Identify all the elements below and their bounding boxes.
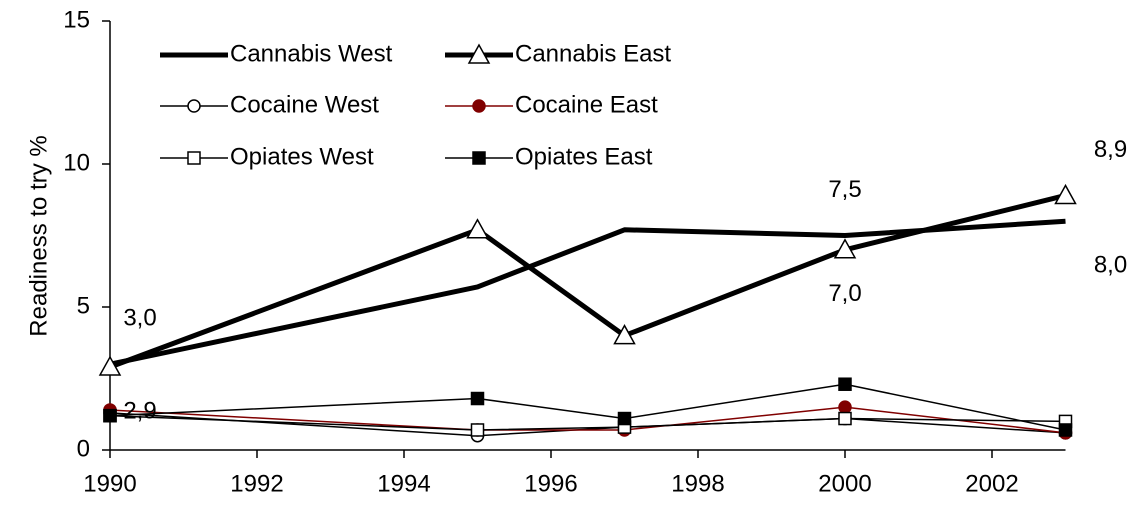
data-label: 2,9 [123,397,156,424]
legend-label: Cannabis East [515,40,671,67]
x-tick-label: 1996 [524,470,577,497]
legend-label: Cannabis West [230,40,393,67]
x-tick-label: 2002 [965,470,1018,497]
point [838,377,852,391]
legend-label: Cocaine East [515,91,658,118]
point [833,238,857,259]
data-label: 7,0 [828,280,861,307]
legend-marker [187,151,201,165]
point [617,411,632,426]
series-line [109,193,1067,370]
x-tick-label: 1992 [230,470,283,497]
point [1058,423,1073,437]
point [838,411,852,426]
data-label: 7,5 [828,176,861,203]
point [466,218,489,239]
point [613,324,636,345]
point [838,400,852,414]
data-label: 8,0 [1094,252,1127,279]
point [470,391,485,406]
legend-label: Opiates East [515,143,653,170]
point [470,423,485,437]
data-label: 3,0 [123,305,156,332]
y-tick-label: 10 [63,149,90,176]
legend-label: Cocaine West [230,91,379,118]
legend-marker [467,43,491,64]
legend-marker [187,99,201,113]
legend-marker [472,151,486,165]
legend-marker [472,99,486,113]
data-label: 8,9 [1094,136,1127,163]
series-line [109,218,1066,367]
point [103,408,117,423]
y-tick-label: 5 [77,292,90,319]
x-tick-label: 1998 [671,470,724,497]
x-tick-label: 2000 [818,470,871,497]
y-axis-label: Readiness to try % [25,135,52,336]
x-tick-label: 1990 [83,470,136,497]
legend-label: Opiates West [230,143,374,170]
y-tick-label: 15 [63,6,90,33]
x-tick-label: 1994 [377,470,430,497]
point [98,355,122,376]
point [1054,183,1077,205]
y-tick-label: 0 [77,435,90,462]
